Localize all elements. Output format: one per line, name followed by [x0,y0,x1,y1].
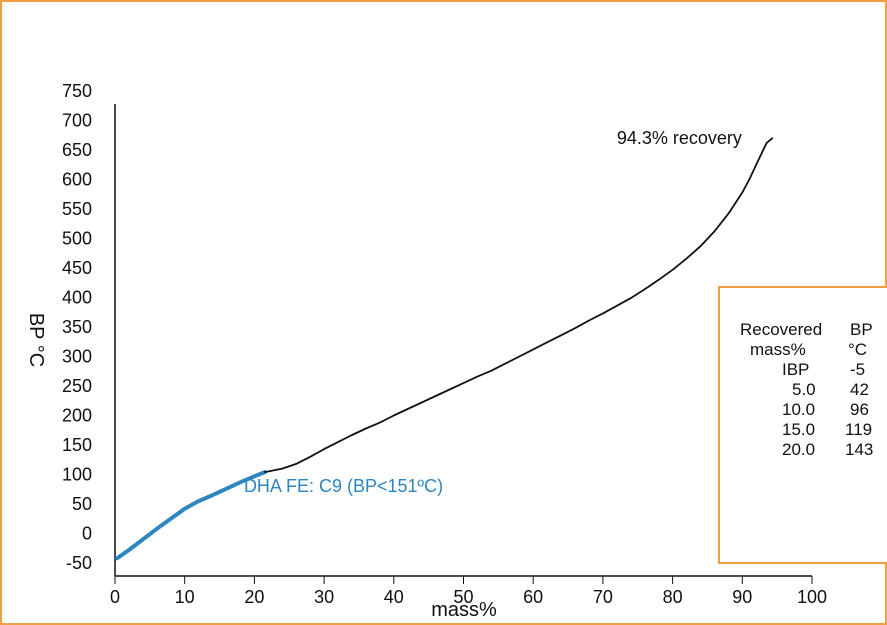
y-tick-label: 250 [62,376,92,396]
dha-series-line [115,470,267,561]
y-tick-label: 50 [72,494,92,514]
y-tick-label: 700 [62,111,92,131]
x-tick-label: 20 [244,587,264,607]
row-1-value: 42 [850,380,869,399]
y-tick-label: 600 [62,170,92,190]
x-axis-label: mass% [431,599,497,621]
row-0-value: -5 [850,360,866,379]
y-axis-label: BP °C [25,313,47,367]
x-tick-label: 50 [453,587,473,607]
row-4-label: 20.0 [782,440,816,459]
y-tick-label: 450 [62,258,92,278]
x-tick-label: 70 [593,587,613,607]
y-tick-label: 150 [62,435,92,455]
row-0-label: IBP [782,360,810,379]
y-tick-label: 500 [62,229,92,249]
row-2-label: 10.0 [782,400,816,419]
row-4-value: 143 [845,440,874,459]
axes [114,104,812,577]
y-tick-label: 750 [62,81,92,101]
y-tick-label: 550 [62,199,92,219]
y-tick-labels: -50 0 50 100 150 200 250 300 350 400 450 500 550 600 6… [62,81,92,573]
x-tick-label: 60 [523,587,543,607]
x-tick-label: 90 [732,587,752,607]
header-mass: mass% [750,340,806,359]
x-tick-label: 80 [663,587,683,607]
x-tick-labels: 0 10 20 30 40 50 60 70 80 90 100 [110,576,827,607]
x-tick-label: 40 [384,587,404,607]
bp-table: Recovered mass% BP °C IBP -5 5.0 42 10.0… [718,286,887,564]
row-1-label: 5.0 [792,380,816,399]
series-lines [115,137,774,561]
header-recovered: Recovered [740,320,823,339]
y-tick-label: 0 [82,524,92,544]
header-degc: °C [848,340,868,359]
row-3-value: 119 [845,420,873,439]
y-tick-label: 300 [62,347,92,367]
x-tick-label: 100 [797,587,827,607]
x-tick-label: 30 [314,587,334,607]
y-tick-label: 400 [62,288,92,308]
row-2-value: 96 [850,400,869,419]
dha-annotation: DHA FE: C9 (BP<151ºC) [244,476,443,496]
y-tick-label: 200 [62,406,92,426]
header-bp: BP [850,320,873,339]
y-tick-label: 650 [62,140,92,160]
row-3-label: 15.0 [782,420,816,439]
recovery-annotation: 94.3% recovery [617,128,742,148]
x-tick-label: 0 [110,587,120,607]
y-tick-label: 100 [62,465,92,485]
y-tick-label: 350 [62,317,92,337]
x-tick-label: 10 [175,587,195,607]
bp-series-line [264,137,774,473]
y-tick-label: -50 [66,553,92,573]
